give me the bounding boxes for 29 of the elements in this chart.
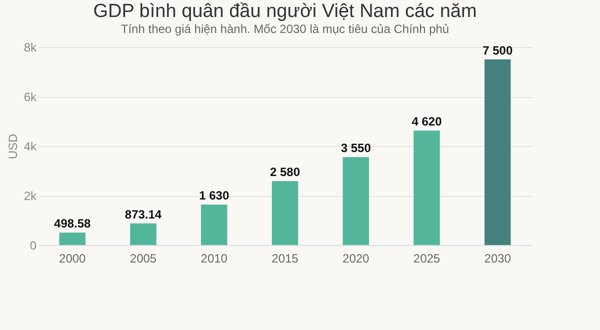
bar: [414, 130, 440, 245]
x-tick-label: 2005: [130, 252, 157, 266]
y-tick-label: 6k: [24, 90, 38, 104]
y-tick-label: 8k: [24, 40, 38, 54]
data-label: 873.14: [124, 207, 162, 222]
x-tick-label: 2010: [200, 252, 228, 266]
x-tick-label: 2015: [272, 252, 299, 266]
data-label: 1 630: [199, 188, 230, 203]
bar: [130, 223, 156, 245]
data-label: 7 500: [482, 43, 513, 58]
data-label: 498.58: [54, 216, 92, 231]
bar: [201, 204, 228, 245]
data-label: 2 580: [270, 165, 300, 180]
y-tick-label: 2k: [24, 189, 38, 203]
bar: [484, 59, 511, 245]
x-tick-label: 2030: [484, 252, 512, 266]
chart-title: GDP bình quân đầu người Việt Nam các năm: [93, 1, 477, 22]
y-axis-title: USD: [6, 134, 20, 160]
x-tick-label: 2020: [342, 252, 370, 266]
bar: [342, 157, 369, 245]
chart-subtitle: Tính theo giá hiện hành. Mốc 2030 là mục tiêu của Chính phủ: [120, 22, 450, 36]
bar: [59, 232, 86, 245]
data-label: 3 550: [340, 141, 372, 156]
x-tick-label: 2000: [59, 252, 86, 266]
bar: [272, 181, 298, 245]
y-tick-label: 4k: [24, 140, 38, 154]
x-tick-label: 2025: [413, 252, 440, 266]
y-tick-label: 0: [30, 238, 37, 252]
data-label: 4 620: [412, 114, 442, 129]
